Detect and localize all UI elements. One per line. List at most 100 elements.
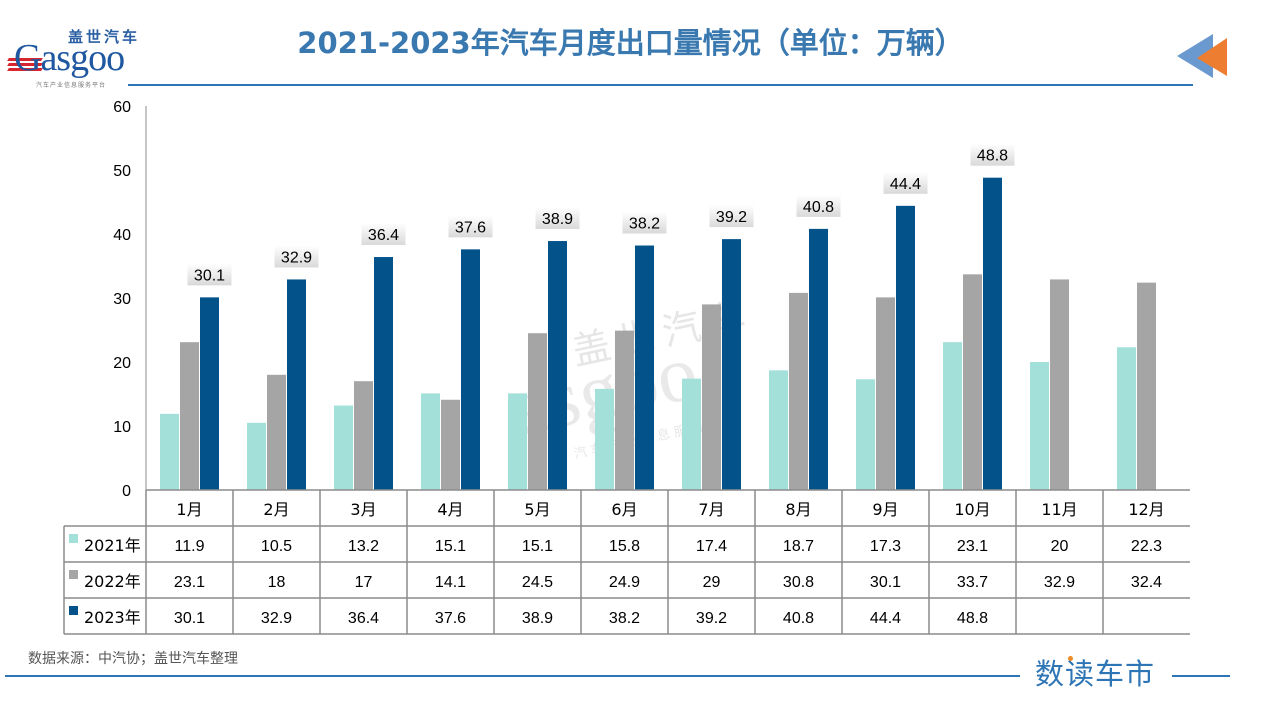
legend-label: 2021年 [84, 536, 141, 555]
table-cell-value: 17 [355, 574, 373, 591]
bar-2022年-12月 [1137, 282, 1156, 490]
data-label: 32.9 [281, 249, 312, 266]
bar-2023年-10月 [983, 177, 1002, 490]
table-cell-value: 37.6 [435, 610, 466, 627]
x-category-label: 7月 [698, 500, 724, 519]
logo-english-name: Gasgoo [14, 37, 125, 79]
table-cell-value: 23.1 [174, 574, 205, 591]
x-category-label: 6月 [611, 500, 637, 519]
bar-2023年-5月 [548, 241, 567, 490]
table-cell-value: 30.1 [174, 610, 205, 627]
bar-2023年-2月 [287, 279, 306, 490]
x-category-label: 10月 [954, 500, 990, 519]
legend-swatch-2023年 [69, 606, 78, 615]
x-category-label: 1月 [176, 500, 202, 519]
table-cell-value: 24.9 [609, 574, 640, 591]
table-cell-value: 39.2 [696, 610, 727, 627]
table-cell-value: 18.7 [783, 538, 814, 555]
bar-2022年-6月 [615, 330, 634, 490]
data-label-bg [535, 207, 580, 230]
table-cell-value: 36.4 [348, 610, 379, 627]
data-label: 38.2 [629, 216, 660, 233]
x-category-label: 2月 [263, 500, 289, 519]
table-cell-value: 29 [703, 574, 721, 591]
brand-text: 数读车市 [1035, 657, 1156, 691]
data-label-bg [796, 194, 841, 217]
x-category-label: 12月 [1128, 500, 1164, 519]
table-cell-value: 15.8 [609, 538, 640, 555]
y-tick-label: 20 [113, 355, 131, 372]
x-category-label: 8月 [785, 500, 811, 519]
table-cell-value: 15.1 [435, 538, 466, 555]
y-tick-label: 60 [113, 99, 131, 116]
table-cell-value: 40.8 [783, 610, 814, 627]
bar-2023年-7月 [722, 239, 741, 490]
legend-label: 2022年 [84, 572, 141, 591]
bar-2021年-4月 [421, 393, 440, 490]
arrow-blue-shape [1177, 34, 1213, 78]
bar-2021年-8月 [769, 370, 788, 490]
bar-2023年-3月 [374, 257, 393, 490]
bar-2021年-3月 [334, 405, 353, 490]
table-cell-value: 38.9 [522, 610, 553, 627]
bar-2021年-10月 [943, 342, 962, 490]
table-cell-value: 48.8 [957, 610, 988, 627]
bar-2022年-9月 [876, 297, 895, 490]
bar-2021年-6月 [595, 388, 614, 490]
footer-divider-right [1172, 675, 1230, 677]
y-tick-label: 40 [113, 227, 131, 244]
data-label-bg [622, 211, 667, 234]
table-cell-value: 20 [1051, 538, 1069, 555]
data-label: 37.6 [455, 219, 486, 236]
bar-2022年-3月 [354, 381, 373, 490]
footer-divider [5, 675, 1020, 677]
bar-2022年-7月 [702, 304, 721, 490]
data-label: 30.1 [194, 267, 225, 284]
data-label-bg [970, 143, 1015, 166]
bar-2022年-5月 [528, 333, 547, 490]
x-category-label: 11月 [1041, 500, 1077, 519]
data-label: 39.2 [716, 209, 747, 226]
table-cell-value: 15.1 [522, 538, 553, 555]
x-category-label: 3月 [350, 500, 376, 519]
bar-2021年-5月 [508, 393, 527, 490]
bar-2022年-2月 [267, 374, 286, 490]
bar-2021年-11月 [1030, 362, 1049, 490]
table-cell-value: 30.1 [870, 574, 901, 591]
table-cell-value: 30.8 [783, 574, 814, 591]
bar-2022年-11月 [1050, 279, 1069, 490]
legend-swatch-2022年 [69, 570, 78, 579]
data-label-bg [361, 223, 406, 246]
bar-2022年-4月 [441, 399, 460, 490]
y-tick-label: 0 [122, 483, 131, 500]
arrow-orange-shape [1197, 38, 1227, 76]
bar-2021年-9月 [856, 379, 875, 490]
data-label-bg [448, 215, 493, 238]
table-cell-value: 14.1 [435, 574, 466, 591]
x-category-label: 9月 [872, 500, 898, 519]
data-label: 44.4 [890, 176, 921, 193]
bar-2021年-7月 [682, 378, 701, 490]
table-cell-value: 24.5 [522, 574, 553, 591]
table-cell-value: 32.9 [1044, 574, 1075, 591]
table-cell-value: 32.4 [1131, 574, 1162, 591]
logo-chinese-name: 盖世汽车 [68, 28, 141, 46]
data-label-bg [883, 171, 928, 194]
data-source-note: 数据来源：中汽协；盖世汽车整理 [28, 651, 238, 667]
gasgoo-logo: 盖世汽车 Gasgoo 汽车产业信息服务平台 [7, 22, 153, 92]
bar-2022年-10月 [963, 274, 982, 490]
legend-swatch-2021年 [69, 534, 78, 543]
table-cell-value: 18 [268, 574, 286, 591]
table-cell-value: 17.4 [696, 538, 727, 555]
x-category-label: 4月 [437, 500, 463, 519]
bar-2023年-1月 [200, 297, 219, 490]
data-label: 40.8 [803, 199, 834, 216]
bar-2021年-12月 [1117, 347, 1136, 490]
y-tick-label: 30 [113, 291, 131, 308]
data-label-bg [709, 205, 754, 228]
table-cell-value: 10.5 [261, 538, 292, 555]
bar-2023年-9月 [896, 205, 915, 490]
table-cell-value: 33.7 [957, 574, 988, 591]
data-label: 48.8 [977, 148, 1008, 165]
